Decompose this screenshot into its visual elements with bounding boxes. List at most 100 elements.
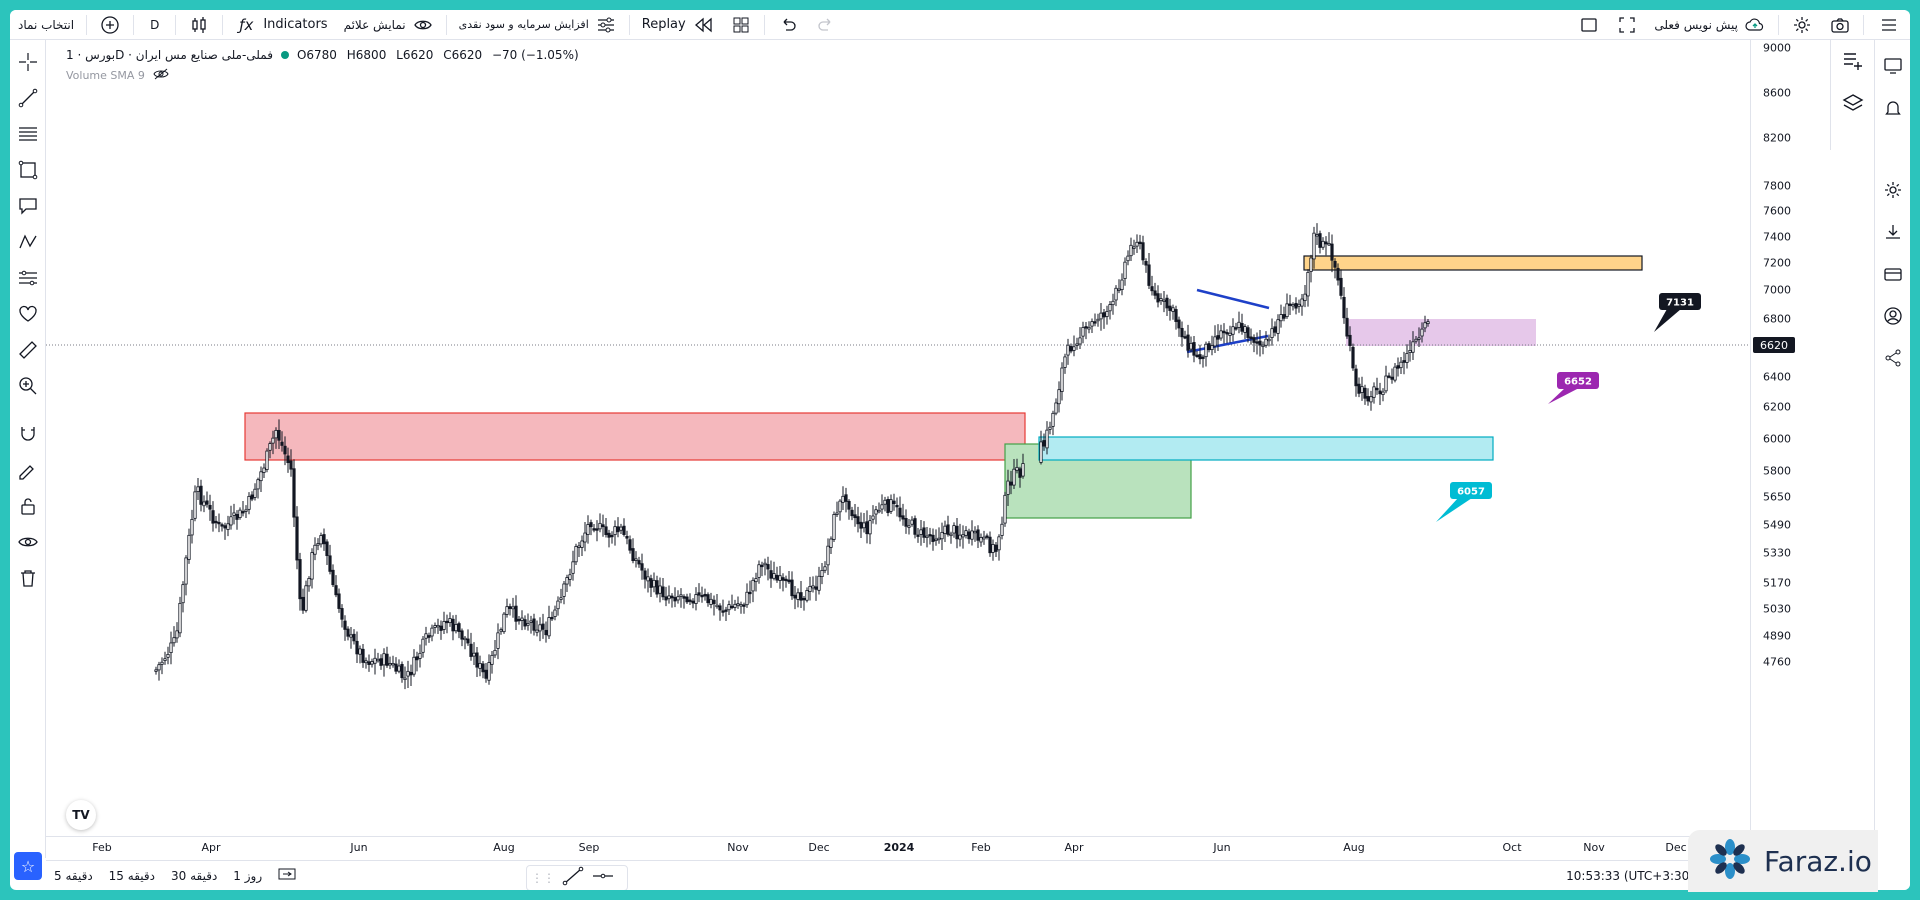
watchlist-button[interactable] [1839, 48, 1867, 76]
zoom-tool[interactable] [16, 376, 40, 400]
lock-drawings-tool[interactable] [16, 496, 40, 520]
candles-icon [188, 14, 210, 36]
drag-handle-icon[interactable]: ⋮⋮ [531, 871, 555, 885]
date-range-button[interactable] [270, 867, 304, 884]
candle-body [1408, 349, 1412, 354]
favorites-tool[interactable] [16, 304, 40, 328]
candle-body [235, 514, 239, 520]
trend-line-icon[interactable] [561, 866, 585, 890]
clock-display[interactable]: 10:53:33 (UTC+3:30) [1566, 869, 1694, 883]
indicators-button[interactable]: ƒx Indicators [227, 10, 335, 40]
candle-body [1129, 244, 1133, 257]
fullscreen-rect-button[interactable] [1570, 10, 1608, 40]
volume-indicator-label[interactable]: Volume SMA 9 [66, 69, 145, 82]
timeframe-1d[interactable]: 1 روز [233, 868, 263, 883]
show-signals-button[interactable]: نمایش علائم [336, 10, 442, 40]
undo-icon [777, 14, 799, 36]
symbol-title[interactable]: بورس · 1D · فملی-ملی صنایع مس ایران [66, 48, 273, 62]
candle-body [745, 591, 749, 606]
capital-increase-button[interactable]: افزایش سرمایه و سود نقدی [451, 10, 625, 40]
candle-body [796, 592, 800, 600]
symbol-search-label: انتخاب نماد [18, 17, 75, 32]
redo-button[interactable] [807, 10, 845, 40]
chart-type-button[interactable] [180, 10, 218, 40]
eye-hidden-icon[interactable] [153, 68, 169, 83]
symbol-legend: بورس · 1D · فملی-ملی صنایع مس ایران O678… [66, 48, 585, 62]
trend-line-tool[interactable] [16, 88, 40, 112]
card-button[interactable] [1881, 264, 1905, 288]
menu-button[interactable] [1868, 10, 1910, 40]
symbol-search-button[interactable]: انتخاب نماد [10, 10, 82, 40]
candle-body [1228, 332, 1232, 336]
remove-drawings-tool[interactable] [16, 568, 40, 592]
candle-body [955, 525, 959, 540]
chart-tool-button[interactable] [1881, 56, 1905, 80]
fib-tool[interactable] [16, 124, 40, 148]
candle-body [523, 619, 527, 627]
price-tick: 6000 [1763, 432, 1791, 446]
rectangle-tool[interactable] [16, 160, 40, 184]
price-tick: 6800 [1763, 312, 1791, 326]
settings-side-button[interactable] [1881, 180, 1905, 204]
undo-button[interactable] [769, 10, 807, 40]
orange-zone-label-box [1659, 293, 1701, 310]
candle-body [1201, 356, 1205, 359]
candle-body [712, 599, 716, 605]
timeframe-30m[interactable]: 30 دقیقه [170, 868, 218, 883]
horizontal-line-icon[interactable] [591, 866, 615, 890]
candle-body [826, 545, 830, 566]
candle-body [1336, 267, 1340, 281]
candle-body [475, 652, 479, 668]
candle-body [421, 638, 425, 653]
share-button[interactable] [1881, 348, 1905, 372]
magnet-tool[interactable] [16, 424, 40, 448]
time-axis[interactable]: Feb Apr Jun Aug Sep Nov Dec 2024 Feb Apr Jun Aug Oct… [46, 836, 1750, 858]
timeframe-15m[interactable]: 15 دقیقه [108, 868, 155, 883]
candle-body [253, 488, 257, 498]
candle-body [1060, 367, 1064, 392]
crosshair-tool[interactable] [16, 52, 40, 76]
layouts-button[interactable] [722, 10, 760, 40]
annotation-tool[interactable] [16, 196, 40, 220]
favorites-star-button[interactable]: ☆ [14, 852, 42, 880]
fullscreen-button[interactable] [1608, 10, 1646, 40]
candle-body [694, 594, 698, 604]
tradingview-logo[interactable]: TV [66, 800, 96, 830]
candle-body [1309, 257, 1313, 272]
candle-body [952, 525, 956, 534]
candle-body [646, 576, 650, 582]
candle-body [937, 537, 941, 541]
candle-body [349, 634, 353, 638]
price-scale[interactable]: 9000 8600 8200 7800 7600 7400 7200 7000 6800 6400… [1750, 40, 1795, 836]
candle-body [181, 584, 185, 604]
chart-pane[interactable]: 7131 6652 6057 بورس · 1D · فملی-ملی صنایع … [46, 40, 1786, 836]
candle-body [1393, 366, 1397, 381]
interval-button[interactable]: D [138, 10, 171, 40]
candle-body [1375, 387, 1379, 391]
candle-body [1426, 321, 1430, 324]
profile-button[interactable] [1881, 306, 1905, 330]
replay-button[interactable]: Replay [634, 10, 722, 40]
add-symbol-button[interactable] [91, 10, 129, 40]
candle-body [1306, 271, 1310, 297]
candle-body [784, 578, 788, 582]
settings-button[interactable] [1783, 10, 1821, 40]
measure-tool[interactable] [16, 340, 40, 364]
hide-drawings-tool[interactable] [16, 532, 40, 556]
forecast-tool[interactable] [16, 268, 40, 292]
pattern-tool[interactable] [16, 232, 40, 256]
candle-body [328, 555, 332, 572]
draft-save-button[interactable]: پیش نویس فعلی [1646, 10, 1774, 40]
layers-button[interactable] [1839, 92, 1867, 120]
candle-body [355, 640, 359, 655]
candle-body [1147, 264, 1151, 286]
screenshot-button[interactable] [1821, 10, 1859, 40]
candle-body [1282, 314, 1286, 319]
candle-body [352, 633, 356, 642]
price-chart-canvas[interactable]: 7131 6652 6057 [46, 40, 1786, 836]
candle-body [562, 583, 566, 597]
timeframe-5m[interactable]: 5 دقیقه [54, 868, 93, 883]
stay-drawing-tool[interactable] [16, 460, 40, 484]
alerts-button[interactable] [1881, 98, 1905, 122]
download-button[interactable] [1881, 222, 1905, 246]
